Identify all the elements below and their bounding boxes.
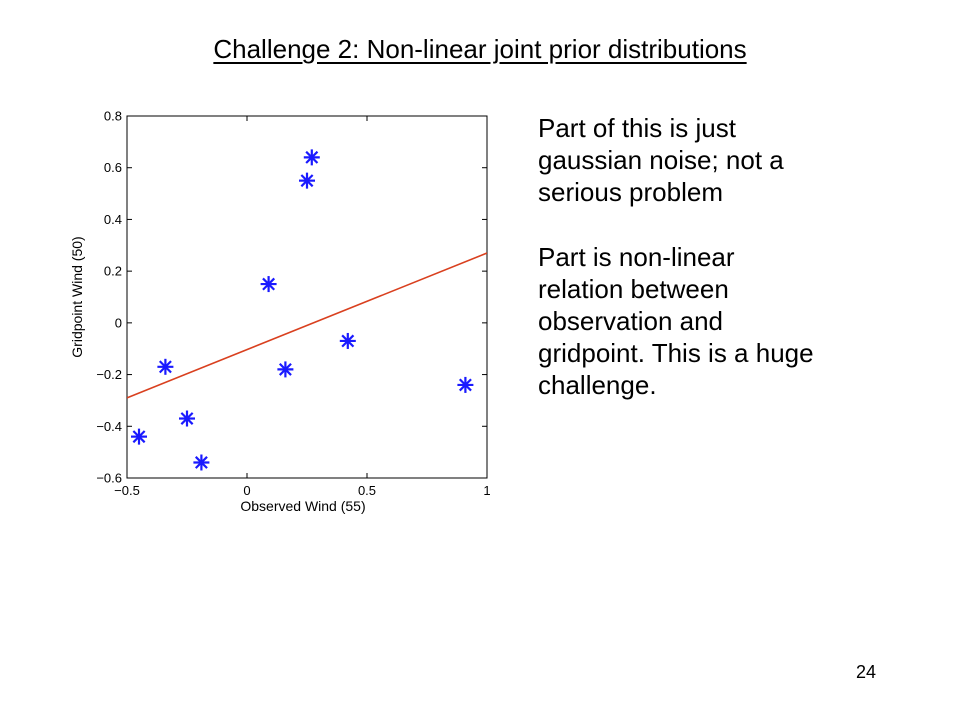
data-point [457, 376, 474, 393]
data-point [303, 149, 320, 166]
fit-line [127, 252, 487, 399]
y-axis-label: Gridpoint Wind (50) [69, 236, 85, 357]
y-tick-label: 0.2 [104, 264, 122, 279]
data-point [157, 358, 174, 375]
data-point [131, 428, 147, 445]
slide-number: 24 [856, 662, 877, 682]
body-text: Part of this is just gaussian noise; not… [538, 112, 918, 434]
y-tick-label: −0.4 [96, 419, 122, 434]
asterisk-stroke [278, 362, 292, 376]
data-point [339, 332, 356, 349]
data-point [299, 172, 315, 189]
y-tick-label: 0.4 [104, 212, 122, 227]
x-tick-label: 0 [243, 483, 250, 498]
x-tick-label: −0.5 [114, 483, 140, 498]
plot-frame [126, 115, 488, 479]
asterisk-stroke [341, 334, 355, 348]
asterisk-stroke [180, 412, 194, 425]
y-tick-label: 0.8 [104, 109, 122, 124]
data-point [193, 454, 210, 471]
asterisk-stroke [132, 430, 146, 444]
y-tick-label: 0.6 [104, 160, 122, 175]
x-tick-label: 0.5 [358, 483, 376, 498]
paragraph-gaussian-noise: Part of this is just gaussian noise; not… [538, 113, 784, 207]
asterisk-stroke [194, 456, 208, 469]
y-tick-label: −0.2 [96, 367, 122, 382]
data-point [179, 410, 195, 427]
asterisk-stroke [305, 150, 319, 164]
asterisk-stroke [262, 277, 276, 291]
paragraph-non-linear: Part is non-linear relation between obse… [538, 242, 814, 400]
y-tick-label: 0 [115, 315, 122, 330]
x-tick-label: 1 [483, 483, 490, 498]
asterisk-stroke [158, 360, 172, 374]
data-point [260, 276, 277, 293]
y-tick-label: −0.6 [96, 471, 122, 486]
asterisk-stroke [300, 174, 314, 188]
asterisk-stroke [458, 378, 472, 392]
slide-title: Challenge 2: Non-linear joint prior dist… [213, 34, 747, 64]
data-point [277, 361, 294, 378]
x-axis-label: Observed Wind (55) [240, 498, 365, 514]
